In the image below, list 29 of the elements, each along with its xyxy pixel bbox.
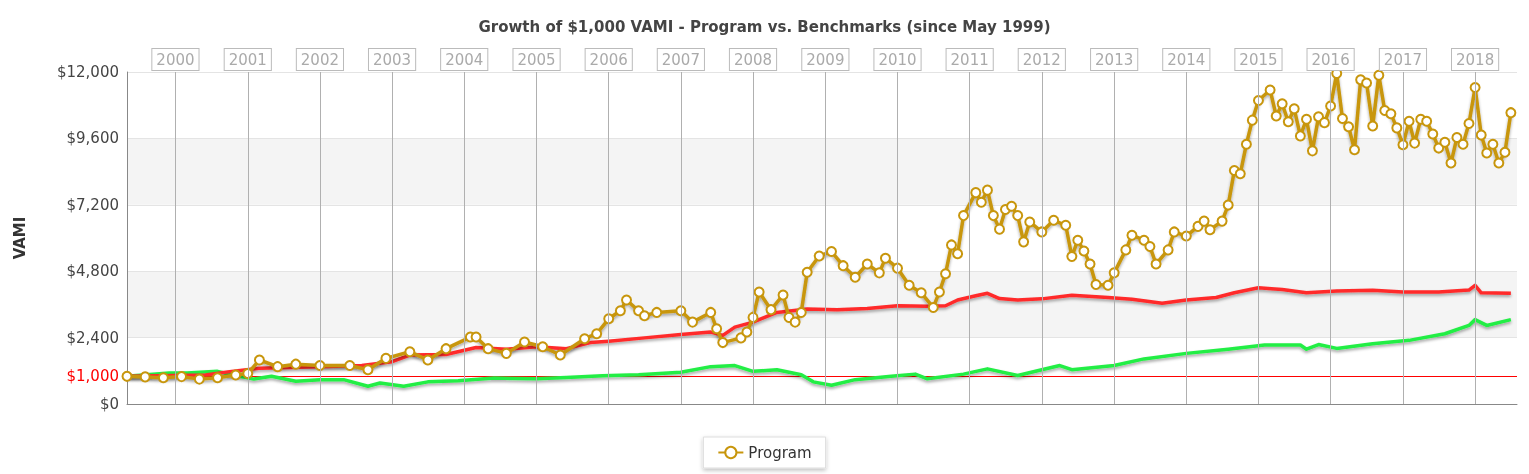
legend-label: Program xyxy=(748,443,812,462)
x-tick-label: 2006 xyxy=(589,50,628,69)
x-tick-label: 2008 xyxy=(733,50,773,69)
x-tick-label: 2010 xyxy=(878,50,917,69)
x-tick-label: 2011 xyxy=(950,50,989,69)
x-tick-label: 2000 xyxy=(156,50,195,69)
x-tick-label: 2001 xyxy=(228,50,267,69)
y-tick-label: $4,800 xyxy=(66,262,119,281)
x-tick-label: 2002 xyxy=(300,50,340,69)
x-tick-label: 2012 xyxy=(1022,50,1061,69)
y-tick-label: $2,400 xyxy=(66,328,119,347)
x-tick-label: 2015 xyxy=(1239,50,1278,69)
x-tick-label: 2007 xyxy=(661,50,700,69)
x-tick-label: 2004 xyxy=(445,50,484,69)
x-tick-label: 2009 xyxy=(806,50,845,69)
y-tick-label: $7,200 xyxy=(66,195,119,214)
x-tick-label: 2013 xyxy=(1095,50,1134,69)
y-tick-label: $0 xyxy=(99,395,119,413)
x-tick-label: 2014 xyxy=(1167,50,1206,69)
y-tick-label: $9,600 xyxy=(66,129,119,148)
y-tick-label: $12,000 xyxy=(56,63,119,81)
ref-line-label: $1,000 xyxy=(66,367,119,386)
x-tick-label: 2003 xyxy=(372,50,412,69)
x-tick-label: 2005 xyxy=(517,50,556,69)
x-tick-label: 2018 xyxy=(1456,50,1495,69)
x-tick-label: 2016 xyxy=(1311,50,1350,69)
chart-title: Growth of $1,000 VAMI - Program vs. Benchmarks (since May 1999) xyxy=(478,17,1051,36)
x-tick-label: 2017 xyxy=(1383,50,1423,69)
y-axis-title: VAMI xyxy=(10,216,29,260)
